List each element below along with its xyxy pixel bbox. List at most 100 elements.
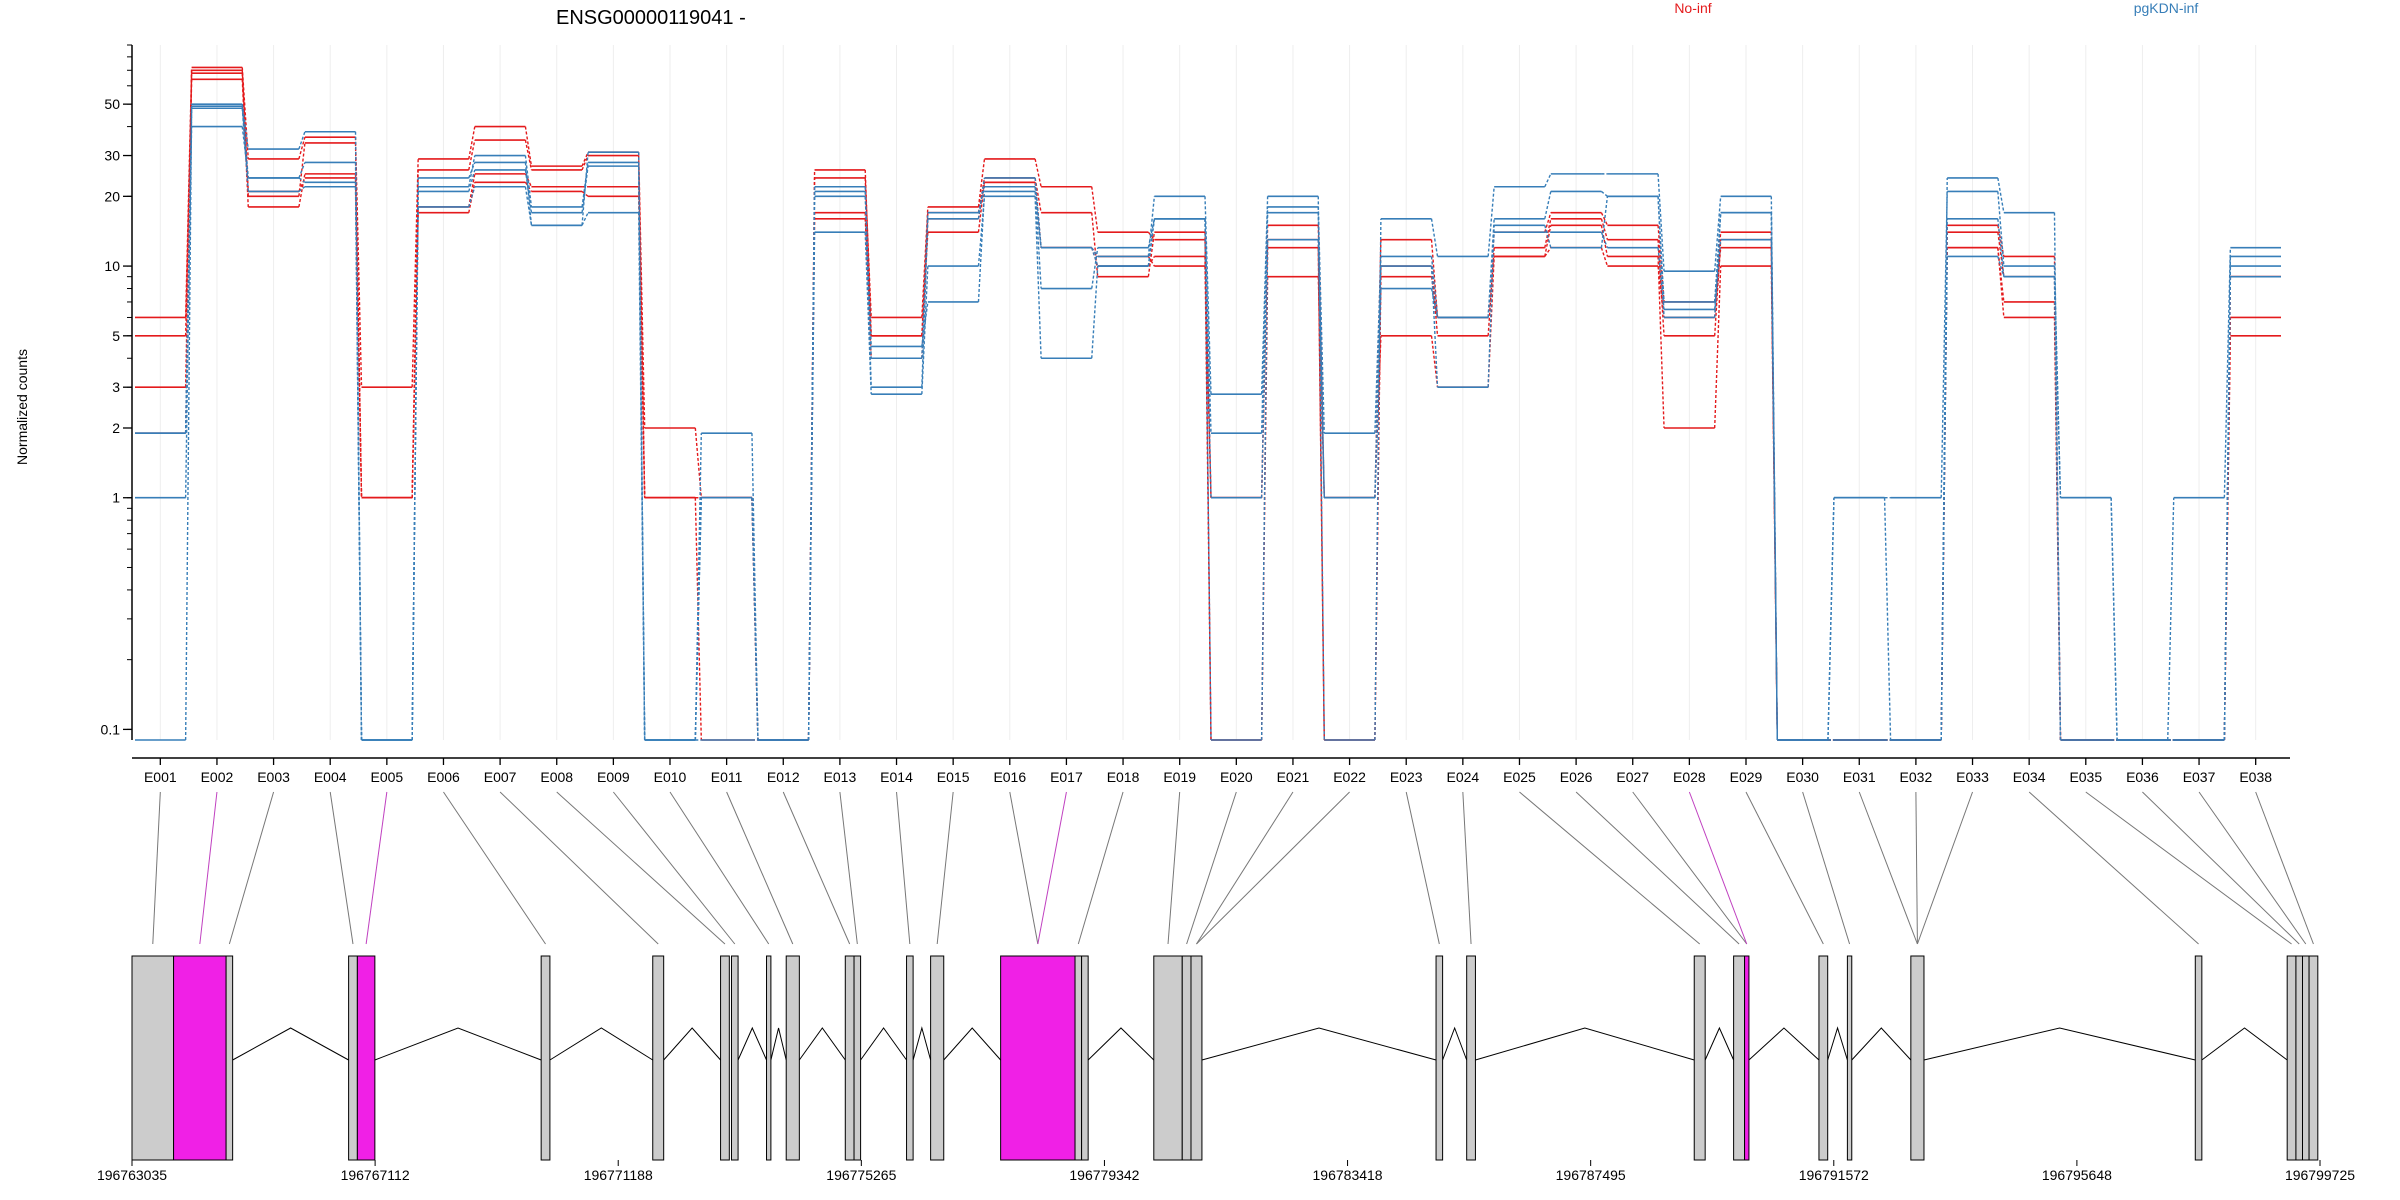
coord-label: 196791572 <box>1799 1167 1869 1183</box>
exon-connector <box>443 791 546 945</box>
coord-label: 196799725 <box>2285 1167 2355 1183</box>
exon <box>785 955 800 1161</box>
x-tick-label: E025 <box>1503 769 1536 785</box>
exon-connector <box>1077 791 1124 945</box>
x-tick-label: E006 <box>427 769 460 785</box>
intron <box>943 1027 1002 1061</box>
data-transition <box>1657 256 1665 429</box>
data-transition <box>1657 173 1665 272</box>
coord-label: 196783418 <box>1313 1167 1383 1183</box>
coord-label: 196763035 <box>97 1167 167 1183</box>
data-transition <box>977 177 986 219</box>
data-transition <box>1770 212 1779 741</box>
data-transition <box>581 151 589 167</box>
genomic-coordinates: 196763035 196767112 196771188 196775265 1967… <box>97 1160 2355 1183</box>
data-transition <box>1430 335 1439 388</box>
x-tick-label: E015 <box>937 769 970 785</box>
intron <box>1475 1027 1695 1061</box>
data-transition <box>524 155 533 208</box>
exon-connector <box>1519 791 1701 945</box>
exon-connector <box>2085 791 2292 945</box>
coord-label: 196775265 <box>826 1167 896 1183</box>
x-tick-label: E002 <box>201 769 234 785</box>
data-transition <box>1091 247 1099 289</box>
data-transition <box>1091 186 1099 233</box>
x-tick-label: E034 <box>2013 769 2046 785</box>
y-tick-label: 10 <box>104 258 120 274</box>
data-transition <box>1544 225 1552 248</box>
data-transition <box>298 131 306 150</box>
x-tick-label: E029 <box>1730 769 1763 785</box>
data-transition <box>1204 266 1212 498</box>
y-tick-label: 1 <box>112 490 120 506</box>
y-tick-label: 5 <box>112 328 120 344</box>
data-transition <box>184 104 193 741</box>
exon-highlighted <box>1744 955 1750 1161</box>
data-transition <box>1430 266 1439 388</box>
exon-connector <box>936 791 954 945</box>
data-transition <box>1034 196 1042 359</box>
data-transition <box>298 142 306 197</box>
exon-highlighted <box>356 955 376 1161</box>
data-transition <box>411 206 419 741</box>
intron <box>1748 1027 1820 1061</box>
data-transition <box>1883 497 1892 741</box>
data-transition <box>1997 191 2005 267</box>
data-transition <box>1374 266 1382 498</box>
exon-connector <box>1915 791 1918 945</box>
data-transition <box>2110 497 2118 741</box>
data-transition <box>1713 196 1722 272</box>
exon <box>1081 955 1089 1161</box>
intron <box>1827 1026 1848 1061</box>
x-tick-label: E037 <box>2183 769 2216 785</box>
data-transition <box>1147 218 1156 267</box>
data-transition <box>1713 239 1722 310</box>
data-transition <box>1997 177 2005 213</box>
data-transition <box>298 173 306 208</box>
data-transition <box>524 169 533 213</box>
x-tick-label: E028 <box>1673 769 1706 785</box>
data-transition <box>1034 191 1042 248</box>
exon-connector <box>726 791 794 945</box>
data-transition <box>1544 191 1552 219</box>
data-transition <box>2223 247 2232 498</box>
data-transition <box>1147 196 1156 257</box>
data-transition <box>1430 256 1439 318</box>
legend-no-inf: No-inf <box>1674 0 1711 16</box>
data-transition <box>1600 225 1609 257</box>
x-tick-label: E005 <box>370 769 403 785</box>
exon <box>853 955 862 1161</box>
plot-area <box>135 66 2281 741</box>
data-transition <box>694 427 703 498</box>
data-transition <box>1544 218 1552 248</box>
exon <box>766 955 772 1161</box>
y-axis: 0.1 1 2 3 5 10 20 30 50 <box>101 44 133 740</box>
data-transition <box>1430 239 1439 318</box>
exon <box>1910 955 1925 1161</box>
data-transition <box>298 137 306 160</box>
data-transition <box>524 186 533 226</box>
x-tick-label: E033 <box>1956 769 1989 785</box>
data-transition <box>524 162 533 226</box>
y-axis-label: Normalized counts <box>14 349 30 465</box>
data-transition <box>354 177 363 498</box>
data-transition <box>1600 196 1609 248</box>
x-tick-label: E026 <box>1560 769 1593 785</box>
data-transition <box>1713 266 1722 429</box>
data-transition <box>1600 212 1609 226</box>
exon-connector <box>2198 791 2307 945</box>
y-tick-label: 50 <box>104 96 120 112</box>
x-tick-label: E008 <box>540 769 573 785</box>
data-transition <box>468 139 476 171</box>
intron <box>770 1027 787 1061</box>
exon <box>2295 955 2303 1161</box>
x-tick-label: E018 <box>1107 769 1140 785</box>
data-transition <box>2053 212 2062 741</box>
data-transition <box>1260 196 1269 395</box>
exon-connector <box>1196 791 1294 945</box>
exon-connector <box>1186 791 1237 945</box>
data-transition <box>694 497 703 741</box>
exon <box>731 955 739 1161</box>
exon-connector <box>199 791 218 945</box>
